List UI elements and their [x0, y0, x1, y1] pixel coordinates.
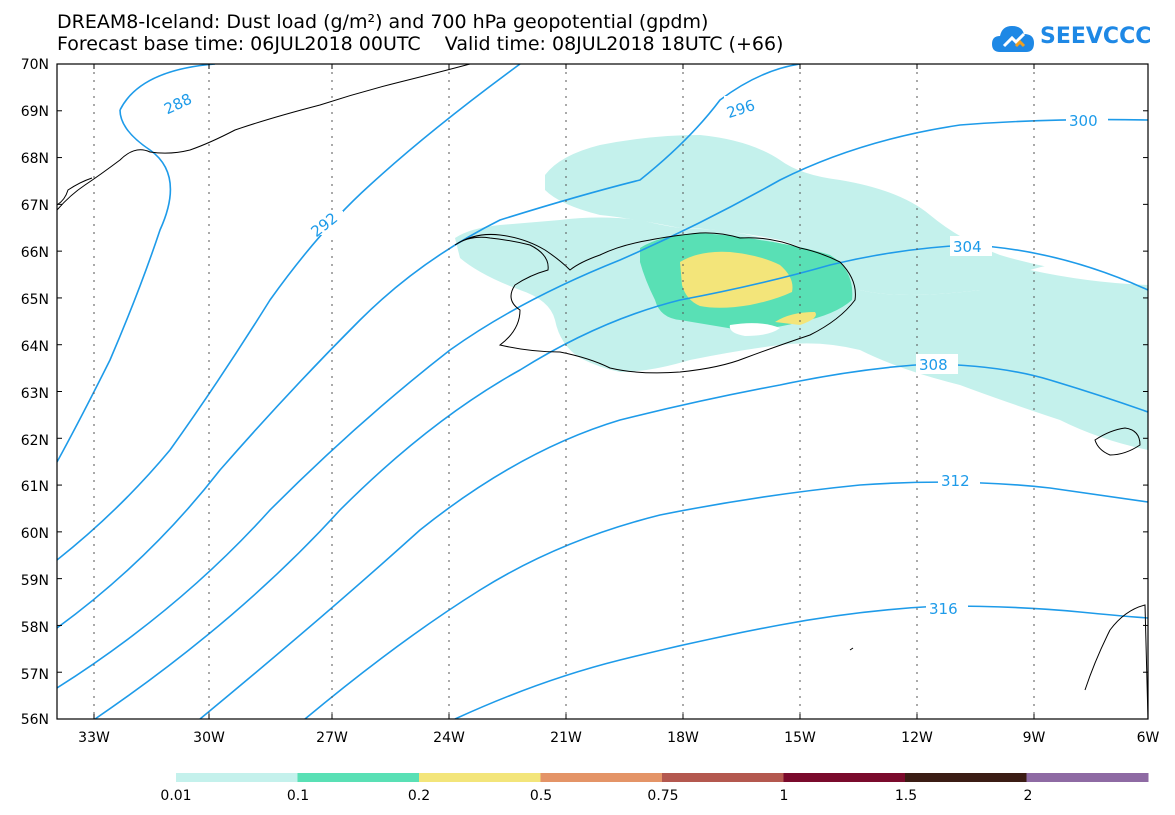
- lon-label: 24W: [433, 730, 465, 746]
- dust-area-white-gap: [729, 323, 780, 336]
- contour-label: 316: [929, 600, 958, 618]
- lon-label: 6W: [1137, 730, 1160, 746]
- legend-box: [662, 773, 784, 782]
- dust-area-0.01: [455, 217, 1148, 450]
- lon-label: 27W: [316, 730, 348, 746]
- legend-label: 0.5: [530, 788, 552, 804]
- legend-box: [419, 773, 541, 782]
- lon-label: 9W: [1023, 730, 1046, 746]
- lat-label: 57N: [21, 667, 49, 683]
- dust-area-0.01-north: [545, 135, 1148, 300]
- graticule: [93, 64, 1035, 719]
- lat-label: 67N: [21, 198, 49, 214]
- legend-label: 2: [1024, 788, 1033, 804]
- legend-box: [1026, 773, 1149, 782]
- lat-label: 66N: [21, 245, 49, 261]
- legend-label: 0.75: [647, 788, 678, 804]
- lat-label: 61N: [21, 479, 49, 495]
- legend-box: [176, 773, 298, 782]
- lat-label: 62N: [21, 433, 49, 449]
- logo-text: SEEVCCC: [1040, 24, 1152, 49]
- contour-label: 304: [953, 238, 982, 256]
- legend-label: 1.5: [895, 788, 917, 804]
- map-subtitle: Forecast base time: 06JUL2018 00UTC Vali…: [57, 33, 784, 55]
- lat-label: 59N: [21, 573, 49, 589]
- lon-label: 30W: [193, 730, 225, 746]
- lat-label: 58N: [21, 620, 49, 636]
- lon-label: 21W: [550, 730, 582, 746]
- lon-label: 15W: [784, 730, 816, 746]
- legend-box: [297, 773, 420, 782]
- dust-area-0.01-white-hole: [1030, 259, 1148, 285]
- legend-label: 1: [780, 788, 789, 804]
- lat-label: 70N: [21, 57, 49, 73]
- lat-label: 68N: [21, 151, 49, 167]
- lat-label: 64N: [21, 339, 49, 355]
- legend-colorbar: [176, 773, 1149, 782]
- axis-ticks: [57, 63, 1148, 720]
- map-title: DREAM8-Iceland: Dust load (g/m²) and 700…: [57, 11, 709, 33]
- cloud-icon: [992, 26, 1034, 52]
- lon-label: 18W: [667, 730, 699, 746]
- legend-labels: 0.01 0.1 0.2 0.5 0.75 1 1.5 2: [160, 788, 1032, 804]
- contour-label: 300: [1069, 112, 1098, 130]
- contour-label: 308: [919, 356, 948, 374]
- legend-box: [540, 773, 663, 782]
- contour-label: 312: [941, 472, 970, 490]
- lat-label: 65N: [21, 292, 49, 308]
- lat-label: 69N: [21, 104, 49, 120]
- dust-area-0.2-south: [775, 312, 816, 325]
- contour-label-backgrounds: [160, 92, 1108, 618]
- lat-label: 56N: [21, 712, 49, 728]
- longitude-axis: 33W 30W 27W 24W 21W 18W 15W 12W 9W 6W: [78, 730, 1159, 746]
- coastlines: [57, 64, 1148, 719]
- seevccc-logo: SEEVCCC: [990, 18, 1160, 62]
- legend-box: [905, 773, 1027, 782]
- legend-label: 0.01: [160, 788, 191, 804]
- legend-box: [783, 773, 906, 782]
- legend-label: 0.1: [287, 788, 309, 804]
- lon-label: 33W: [78, 730, 110, 746]
- lat-label: 63N: [21, 386, 49, 402]
- lon-label: 12W: [901, 730, 933, 746]
- legend-label: 0.2: [408, 788, 430, 804]
- lat-label: 60N: [21, 526, 49, 542]
- latitude-axis: 70N 69N 68N 67N 66N 65N 64N 63N 62N 61N …: [21, 57, 49, 728]
